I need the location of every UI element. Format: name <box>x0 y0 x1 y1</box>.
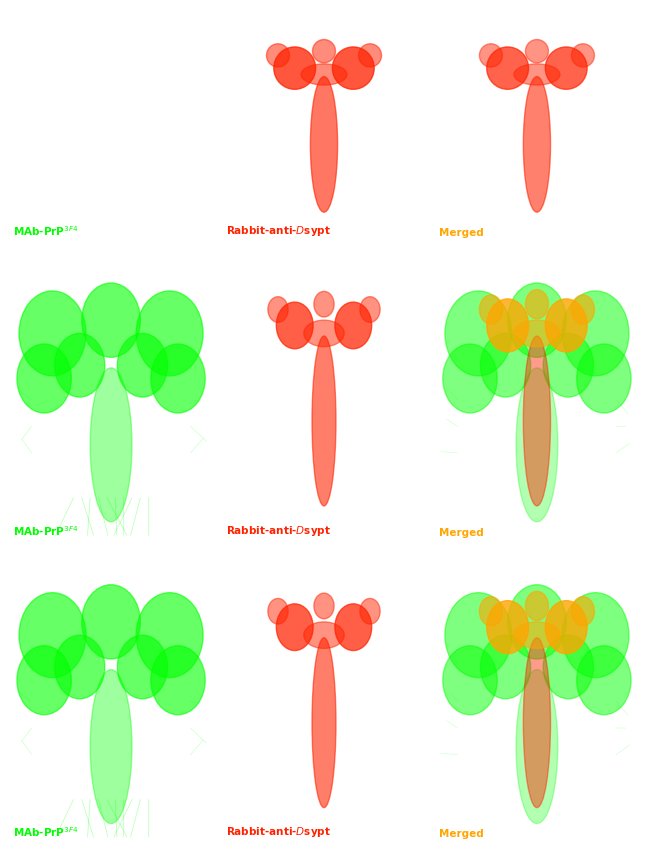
Ellipse shape <box>90 669 132 823</box>
Circle shape <box>443 344 497 413</box>
Circle shape <box>445 592 512 678</box>
Ellipse shape <box>514 621 560 648</box>
Text: Tub-Gal4/UAS-MoPrP$^{P101L}$: Tub-Gal4/UAS-MoPrP$^{P101L}$ <box>227 557 421 577</box>
Circle shape <box>543 333 594 397</box>
Circle shape <box>526 289 548 318</box>
Text: Rabbit-anti-$\it{D}$sypt: Rabbit-anti-$\it{D}$sypt <box>226 524 330 538</box>
Circle shape <box>480 635 531 698</box>
Circle shape <box>54 635 105 698</box>
Circle shape <box>17 344 71 413</box>
Circle shape <box>136 592 203 678</box>
Circle shape <box>360 598 380 624</box>
Circle shape <box>445 291 512 376</box>
Text: Merged: Merged <box>439 528 483 538</box>
Text: Tub-Gal4/+: Tub-Gal4/+ <box>281 13 367 28</box>
Ellipse shape <box>312 336 336 506</box>
Circle shape <box>546 601 587 654</box>
Text: Rabbit-anti-$\it{D}$sypt: Rabbit-anti-$\it{D}$sypt <box>226 825 330 840</box>
Circle shape <box>487 47 529 89</box>
Circle shape <box>117 635 168 698</box>
Circle shape <box>360 297 380 323</box>
Circle shape <box>17 645 71 715</box>
Ellipse shape <box>514 64 560 85</box>
Circle shape <box>268 598 288 624</box>
Text: 200μm: 200μm <box>572 811 608 821</box>
Text: Merged: Merged <box>439 829 483 840</box>
Circle shape <box>480 597 502 626</box>
Text: MAb-PrP$^{3F4}$: MAb-PrP$^{3F4}$ <box>13 223 78 238</box>
Circle shape <box>314 291 334 317</box>
Circle shape <box>526 591 548 621</box>
Circle shape <box>19 291 86 376</box>
Circle shape <box>480 295 502 324</box>
Circle shape <box>136 291 203 376</box>
Circle shape <box>276 302 313 348</box>
Ellipse shape <box>304 621 344 648</box>
Circle shape <box>546 299 587 352</box>
Circle shape <box>572 44 594 67</box>
Ellipse shape <box>524 76 551 212</box>
Circle shape <box>151 344 205 413</box>
Ellipse shape <box>516 669 558 823</box>
Text: Tub-Gal4/UAS-MoPrP$^{3F4}$: Tub-Gal4/UAS-MoPrP$^{3F4}$ <box>234 256 414 276</box>
Circle shape <box>577 344 631 413</box>
Circle shape <box>332 47 374 89</box>
Circle shape <box>312 39 336 62</box>
Circle shape <box>443 645 497 715</box>
Circle shape <box>487 601 529 654</box>
Circle shape <box>314 593 334 619</box>
Circle shape <box>335 603 372 651</box>
Text: A: A <box>22 11 35 29</box>
Circle shape <box>562 592 629 678</box>
Circle shape <box>266 44 290 67</box>
Text: C: C <box>22 558 34 576</box>
Circle shape <box>117 333 168 397</box>
Ellipse shape <box>310 76 338 212</box>
Circle shape <box>82 585 141 659</box>
Circle shape <box>276 603 313 651</box>
Ellipse shape <box>524 638 551 807</box>
Ellipse shape <box>312 638 336 807</box>
Ellipse shape <box>514 320 560 347</box>
Circle shape <box>572 295 594 324</box>
Ellipse shape <box>304 320 344 347</box>
Circle shape <box>151 645 205 715</box>
Circle shape <box>82 283 141 357</box>
Circle shape <box>487 299 529 352</box>
Circle shape <box>54 333 105 397</box>
Text: Rabbit-anti-$\it{D}$sypt: Rabbit-anti-$\it{D}$sypt <box>226 223 330 238</box>
Circle shape <box>577 645 631 715</box>
Circle shape <box>526 39 548 62</box>
Circle shape <box>358 44 382 67</box>
Circle shape <box>480 333 531 397</box>
Circle shape <box>543 635 594 698</box>
Circle shape <box>480 44 502 67</box>
Circle shape <box>562 291 629 376</box>
Text: MAb-PrP$^{3F4}$: MAb-PrP$^{3F4}$ <box>13 826 78 840</box>
Ellipse shape <box>90 368 132 522</box>
Circle shape <box>507 585 566 659</box>
Text: B: B <box>22 257 35 275</box>
Circle shape <box>19 592 86 678</box>
Circle shape <box>507 283 566 357</box>
Circle shape <box>335 302 372 348</box>
Circle shape <box>546 47 587 89</box>
Circle shape <box>274 47 316 89</box>
Ellipse shape <box>301 64 347 85</box>
Circle shape <box>572 597 594 626</box>
Circle shape <box>268 297 288 323</box>
Text: MAb-PrP$^{3F4}$: MAb-PrP$^{3F4}$ <box>13 524 78 538</box>
Ellipse shape <box>516 368 558 522</box>
Text: Merged: Merged <box>439 228 483 238</box>
Ellipse shape <box>524 336 551 506</box>
